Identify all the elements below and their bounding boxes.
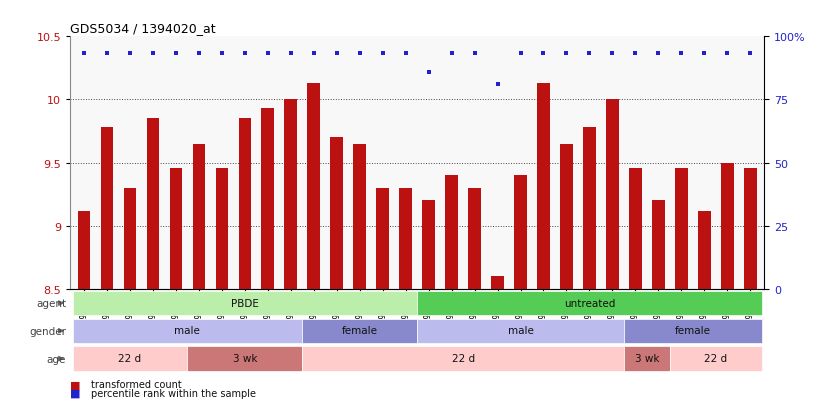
Bar <box>73 291 417 316</box>
Bar <box>606 100 619 289</box>
Bar <box>73 319 302 343</box>
Text: 22 d: 22 d <box>118 353 141 363</box>
Point <box>491 82 504 88</box>
Point <box>101 50 114 57</box>
Bar <box>262 109 274 289</box>
Bar <box>169 168 183 289</box>
Text: 3 wk: 3 wk <box>233 353 257 363</box>
Point <box>307 50 320 57</box>
Point <box>238 50 251 57</box>
Text: 22 d: 22 d <box>452 353 475 363</box>
Text: percentile rank within the sample: percentile rank within the sample <box>91 388 256 398</box>
Text: gender: gender <box>29 326 66 336</box>
Bar <box>188 347 302 371</box>
Bar <box>675 168 688 289</box>
Text: ■: ■ <box>70 388 81 398</box>
Bar <box>417 291 762 316</box>
Point <box>605 50 619 57</box>
Point <box>583 50 596 57</box>
Bar <box>216 168 228 289</box>
Text: 22 d: 22 d <box>705 353 728 363</box>
Point <box>376 50 389 57</box>
Bar <box>239 119 251 289</box>
Bar <box>78 211 90 289</box>
Point <box>445 50 458 57</box>
Point <box>629 50 642 57</box>
Text: untreated: untreated <box>564 298 615 308</box>
Bar <box>652 201 665 289</box>
Bar <box>491 277 504 289</box>
Bar <box>399 188 412 289</box>
Text: age: age <box>47 354 66 364</box>
Bar <box>307 84 320 289</box>
Point <box>675 50 688 57</box>
Point <box>720 50 733 57</box>
Point <box>330 50 344 57</box>
Bar <box>302 319 417 343</box>
Bar <box>284 100 297 289</box>
Point <box>468 50 482 57</box>
Point <box>78 50 91 57</box>
Text: female: female <box>342 325 377 335</box>
Point <box>284 50 297 57</box>
Text: agent: agent <box>36 298 66 309</box>
Point <box>743 50 757 57</box>
Point <box>399 50 412 57</box>
Bar <box>192 144 205 289</box>
Point <box>123 50 136 57</box>
Bar <box>73 347 188 371</box>
Text: PBDE: PBDE <box>231 298 259 308</box>
Point <box>192 50 206 57</box>
Point <box>514 50 527 57</box>
Point <box>698 50 711 57</box>
Point <box>169 50 183 57</box>
Point <box>353 50 366 57</box>
Bar <box>583 128 596 289</box>
Bar <box>744 168 757 289</box>
Text: ■: ■ <box>70 380 81 389</box>
Bar <box>670 347 762 371</box>
Point <box>560 50 573 57</box>
Point <box>537 50 550 57</box>
Bar <box>124 188 136 289</box>
Bar <box>101 128 113 289</box>
Bar <box>721 163 733 289</box>
Text: female: female <box>675 325 711 335</box>
Bar <box>537 84 550 289</box>
Bar <box>624 319 762 343</box>
Bar <box>468 188 481 289</box>
Bar <box>302 347 624 371</box>
Bar <box>560 144 572 289</box>
Bar <box>330 138 343 289</box>
Bar <box>146 119 159 289</box>
Point <box>216 50 229 57</box>
Text: male: male <box>174 325 201 335</box>
Text: GDS5034 / 1394020_at: GDS5034 / 1394020_at <box>70 21 216 35</box>
Bar <box>629 168 642 289</box>
Bar <box>354 144 366 289</box>
Bar <box>624 347 670 371</box>
Bar <box>515 176 527 289</box>
Point <box>146 50 159 57</box>
Point <box>261 50 274 57</box>
Point <box>422 69 435 76</box>
Point <box>652 50 665 57</box>
Text: transformed count: transformed count <box>91 380 182 389</box>
Bar <box>698 211 710 289</box>
Bar <box>377 188 389 289</box>
Bar <box>422 201 435 289</box>
Bar <box>445 176 458 289</box>
Bar <box>417 319 624 343</box>
Text: 3 wk: 3 wk <box>634 353 659 363</box>
Text: male: male <box>508 325 534 335</box>
